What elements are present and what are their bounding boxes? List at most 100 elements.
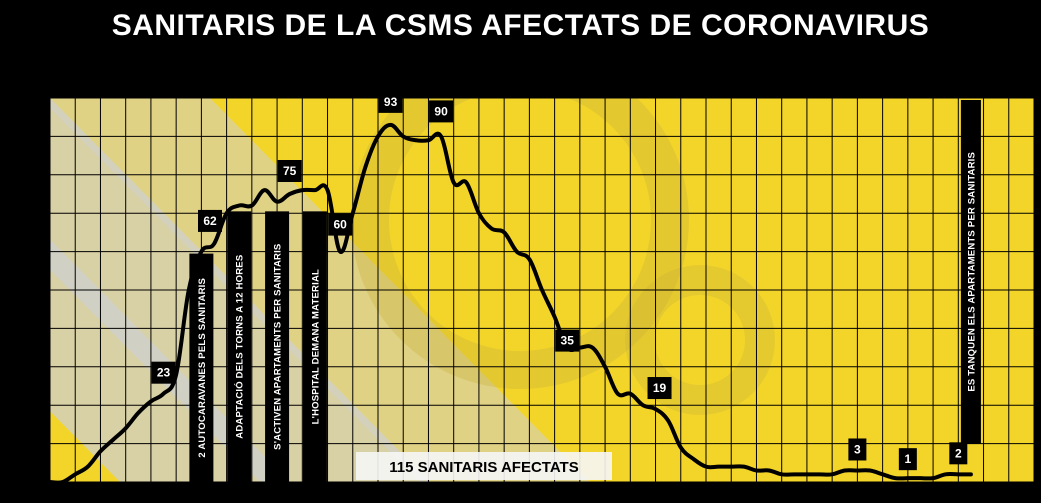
annotation-box xyxy=(302,211,327,483)
data-label: 2 xyxy=(955,446,962,460)
data-label-box xyxy=(848,438,867,461)
data-label: 1 xyxy=(905,452,912,466)
data-label: 93 xyxy=(384,95,398,109)
x-tick-label: 09/04 xyxy=(373,67,385,95)
x-tick-label: 27/04 xyxy=(600,67,612,95)
data-label-box xyxy=(555,329,580,352)
x-tick-label: 25/05 xyxy=(953,67,965,95)
data-label: 19 xyxy=(653,381,667,395)
x-tick-label: 07/05 xyxy=(726,67,738,95)
x-tick-label: 19/05 xyxy=(878,67,890,95)
x-tick-label: 23/04 xyxy=(550,67,562,95)
background-watermark xyxy=(625,265,775,415)
annotation-box xyxy=(960,100,981,444)
data-label: 62 xyxy=(203,214,217,228)
annotation-label: 2 AUTOCARAVANES PELS SANITARIS xyxy=(197,278,208,458)
x-tick-label: 11/05 xyxy=(777,68,789,95)
x-tick-label: 20/03 xyxy=(121,67,133,95)
footer: 115 SANITARIS AFECTATS xyxy=(356,452,612,480)
y-tick-label: 100 xyxy=(10,91,30,105)
annotation-box xyxy=(189,253,214,482)
y-tick-label: 0 xyxy=(23,475,30,489)
x-tick-label: 17/05 xyxy=(852,67,864,95)
x-tick-label: 15/04 xyxy=(449,67,461,95)
x-tick-label: 13/05 xyxy=(802,67,814,95)
annotation-box xyxy=(227,211,252,483)
data-label: 75 xyxy=(283,164,297,178)
annotation-label: S'ACTIVEN APARTAMENTS PER SANITARIS xyxy=(273,244,284,450)
series-layer xyxy=(48,122,973,485)
x-tick-label: 01/04 xyxy=(272,67,284,95)
y-tick-label: 20 xyxy=(17,398,31,412)
x-tick-label: 22/03 xyxy=(146,67,158,95)
x-tick-label: 16/03 xyxy=(70,67,82,95)
x-tick-label: 31/05 xyxy=(1029,67,1041,95)
y-tick-label: 60 xyxy=(17,245,31,259)
data-label-box xyxy=(898,448,917,471)
y-tick-label: 90 xyxy=(17,129,31,143)
data-labels: 23 62 75 60 93 90 35 19 3 1 2 xyxy=(151,90,968,471)
x-tick-label: 05/05 xyxy=(701,67,713,95)
footer-text: 115 SANITARIS AFECTATS xyxy=(389,459,578,476)
y-tick-label: 80 xyxy=(17,168,31,182)
grid-lines xyxy=(49,97,1035,483)
series-line xyxy=(48,122,973,485)
x-tick-label: 23/05 xyxy=(928,67,940,95)
x-tick-label: 18/03 xyxy=(95,67,107,95)
plot-background xyxy=(50,98,1034,482)
event-annotations: 2 AUTOCARAVANES PELS SANITARIS ADAPTACIÓ … xyxy=(189,100,981,483)
y-tick-label: 50 xyxy=(17,283,31,297)
x-tick-label: 01/05 xyxy=(651,67,663,95)
y-tick-label: 40 xyxy=(17,321,31,335)
x-tick-label: 03/05 xyxy=(676,67,688,95)
x-tick-label: 09/05 xyxy=(751,67,763,95)
data-label-box xyxy=(647,377,672,400)
x-tick-label: 25/04 xyxy=(575,67,587,95)
data-label: 90 xyxy=(434,104,448,118)
x-tick-label: 03/04 xyxy=(297,67,309,95)
x-tick-label: 15/05 xyxy=(827,67,839,95)
data-label-box xyxy=(949,442,968,465)
x-tick-label: 14/03 xyxy=(45,67,57,95)
data-label: 60 xyxy=(333,218,347,232)
x-tick-label: 21/05 xyxy=(903,67,915,95)
title-bar: SANITARIS DE LA CSMS AFECTATS DE CORONAV… xyxy=(0,0,1041,52)
x-tick-label: 05/04 xyxy=(323,67,335,95)
x-tick-label: 29/05 xyxy=(1004,67,1016,95)
chart-title: SANITARIS DE LA CSMS AFECTATS DE CORONAV… xyxy=(111,9,930,42)
data-label: 23 xyxy=(157,366,171,380)
x-tick-label: 07/04 xyxy=(348,67,360,95)
annotation-label: ADAPTACIÓ DELS TORNS A 12 HORES xyxy=(234,255,246,439)
x-tick-label: 13/04 xyxy=(423,67,435,95)
x-tick-label: 19/04 xyxy=(499,67,511,95)
data-label-box xyxy=(277,160,302,182)
x-tick-label: 29/04 xyxy=(625,67,637,95)
x-tick-label: 26/03 xyxy=(196,67,208,95)
data-label: 35 xyxy=(561,334,575,348)
y-tick-label: 70 xyxy=(17,206,31,220)
x-axis: 14/03 16/03 18/03 20/03 22/03 24/03 26/03 28/03… xyxy=(45,67,1041,95)
data-label-box xyxy=(328,213,353,236)
annotation-label: L'HOSPITAL DEMANA MATERIAL xyxy=(310,269,321,424)
x-tick-label: 11/04 xyxy=(398,68,410,95)
x-tick-label: 28/03 xyxy=(222,67,234,95)
y-axis: 0 10 20 30 40 50 60 70 80 90 100 xyxy=(10,91,30,489)
data-label-box xyxy=(151,361,176,384)
x-tick-label: 17/04 xyxy=(474,67,486,95)
data-label-box xyxy=(198,209,222,232)
annotation-label: ES TANQUEN ELS APARTAMENTS PER SANITARIS xyxy=(966,152,977,392)
footer-box xyxy=(356,452,612,480)
x-tick-label: 24/03 xyxy=(171,67,183,95)
data-label: 3 xyxy=(854,442,861,456)
data-label-box xyxy=(378,90,403,113)
background-stripe xyxy=(50,239,290,482)
y-tick-label: 30 xyxy=(17,360,31,374)
y-tick-label: 10 xyxy=(17,437,31,451)
x-tick-label: 21/04 xyxy=(524,67,536,95)
background-watermark xyxy=(351,98,689,389)
data-label-box xyxy=(429,100,454,123)
x-tick-label: 27/05 xyxy=(979,67,991,95)
annotation-box xyxy=(265,211,290,483)
